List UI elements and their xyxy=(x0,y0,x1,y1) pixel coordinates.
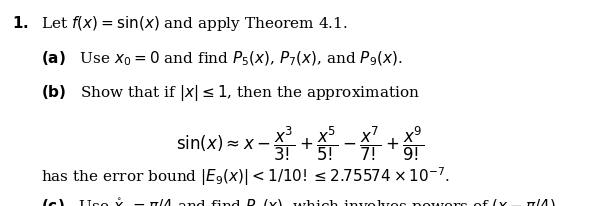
Text: $\bf{(a)}$   Use $x_0 = 0$ and find $P_5(x)$, $P_7(x)$, and $P_9(x)$.: $\bf{(a)}$ Use $x_0 = 0$ and find $P_5(x… xyxy=(41,49,403,68)
Text: $\bf{(b)}$   Show that if $|x| \leq 1$, then the approximation: $\bf{(b)}$ Show that if $|x| \leq 1$, th… xyxy=(41,82,419,102)
Text: $\bf{1.}$  Let $f(x) = \sin(x)$ and apply Theorem 4.1.: $\bf{1.}$ Let $f(x) = \sin(x)$ and apply… xyxy=(12,14,348,33)
Text: $\sin(x) \approx x - \dfrac{x^3}{3!} + \dfrac{x^5}{5!} - \dfrac{x^7}{7!} + \dfra: $\sin(x) \approx x - \dfrac{x^3}{3!} + \… xyxy=(176,124,424,162)
Text: $\bf{(c)}$   Use $\mathring{x}_0 = \pi/4$ and find $P_5(x)$, which involves powe: $\bf{(c)}$ Use $\mathring{x}_0 = \pi/4$ … xyxy=(41,196,561,206)
Text: has the error bound $|E_9(x)| < 1/10! \leq 2.75574 \times 10^{-7}$.: has the error bound $|E_9(x)| < 1/10! \l… xyxy=(41,165,450,187)
